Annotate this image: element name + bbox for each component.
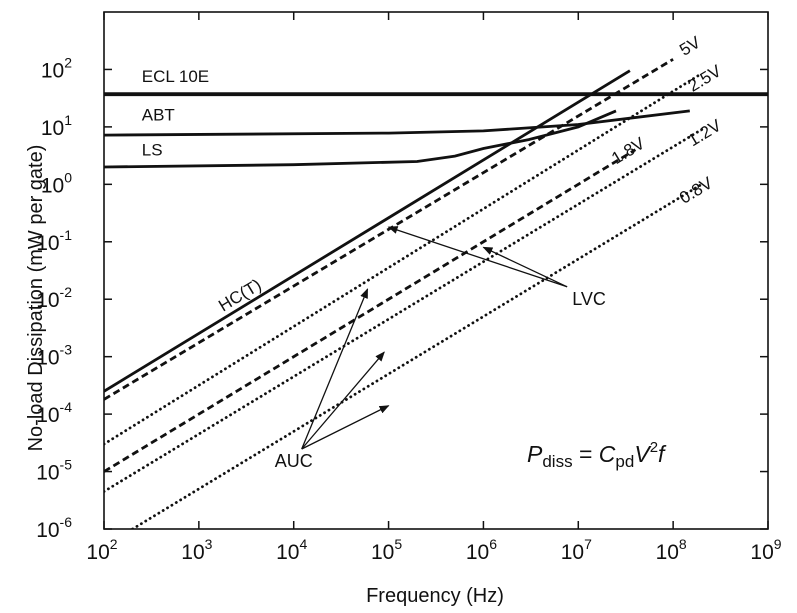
y-tick-label: 10-1	[36, 227, 72, 255]
x-tick-label: 108	[656, 536, 687, 564]
y-tick-label: 101	[41, 112, 72, 140]
series-line-0-8v	[131, 182, 704, 529]
x-tick-label: 107	[561, 536, 592, 564]
y-tick-label: 10-5	[36, 457, 72, 485]
y-tick-label: 100	[41, 169, 72, 197]
x-tick-label: 104	[276, 536, 307, 564]
series-line-1-2v	[104, 128, 704, 493]
formula-c: C	[599, 441, 616, 467]
annotation-label-lvc: LVC	[572, 289, 606, 309]
formula-p: P	[527, 441, 543, 467]
annotation-arrow-auc	[301, 405, 390, 450]
annotation-arrow-auc	[301, 288, 369, 450]
y-tick-label: 10-3	[36, 342, 72, 370]
plot-frame	[103, 11, 769, 530]
line-label-ls: LS	[142, 140, 163, 159]
series-line-abt	[104, 109, 690, 137]
line-label-abt: ABT	[142, 105, 175, 124]
formula-v-exponent: 2	[650, 439, 658, 456]
line-label-1-8v: 1.8V	[608, 133, 648, 168]
line-label-0-8v: 0.8V	[676, 173, 716, 208]
series-line-5v	[104, 58, 674, 401]
line-label-5v: 5V	[676, 32, 704, 59]
formula-equals: =	[573, 441, 599, 467]
formula: Pdiss = CpdV2f	[527, 439, 667, 471]
y-tick-label: 10-6	[36, 514, 72, 542]
line-label-ecl-10e: ECL 10E	[142, 67, 209, 86]
y-tick-label: 102	[41, 54, 72, 82]
annotation-arrow-lvc	[482, 246, 568, 288]
series-line-2-5v	[104, 72, 704, 446]
series-group	[104, 58, 768, 529]
series-line-ls	[104, 109, 617, 169]
plot-area: 102 103 104 105 106 107 108 109 10-6 10-5 10-4 10-3…	[36, 11, 782, 564]
series-line-1-8v	[104, 148, 637, 473]
formula-v: V	[634, 441, 652, 467]
formula-c-subscript: pd	[615, 452, 634, 471]
x-tick-label: 106	[466, 536, 497, 564]
x-tick-label: 105	[371, 536, 402, 564]
annotation-arrow-lvc	[387, 226, 568, 288]
y-axis-title: No-load Dissipation (mW per gate)	[25, 145, 47, 452]
x-axis-title: Frequency (Hz)	[366, 585, 504, 607]
y-tick-label: 10-4	[36, 399, 72, 427]
x-tick-label: 103	[181, 536, 212, 564]
formula-f: f	[658, 441, 667, 467]
series-line-hc-t	[104, 69, 631, 393]
y-tick-label: 10-2	[36, 284, 72, 312]
annotation-label-auc: AUC	[275, 451, 313, 471]
x-tick-label: 109	[750, 536, 781, 564]
line-label-1-2v: 1.2V	[685, 116, 725, 151]
formula-p-subscript: diss	[542, 452, 572, 471]
line-label-2-5v: 2.5V	[685, 61, 725, 96]
y-axis-label: No-load Dissipation (mW per gate)	[25, 145, 47, 452]
annotation-arrow-auc	[301, 351, 385, 450]
formula-text: Pdiss = CpdV2f	[527, 439, 667, 471]
x-tick-label: 102	[86, 536, 117, 564]
